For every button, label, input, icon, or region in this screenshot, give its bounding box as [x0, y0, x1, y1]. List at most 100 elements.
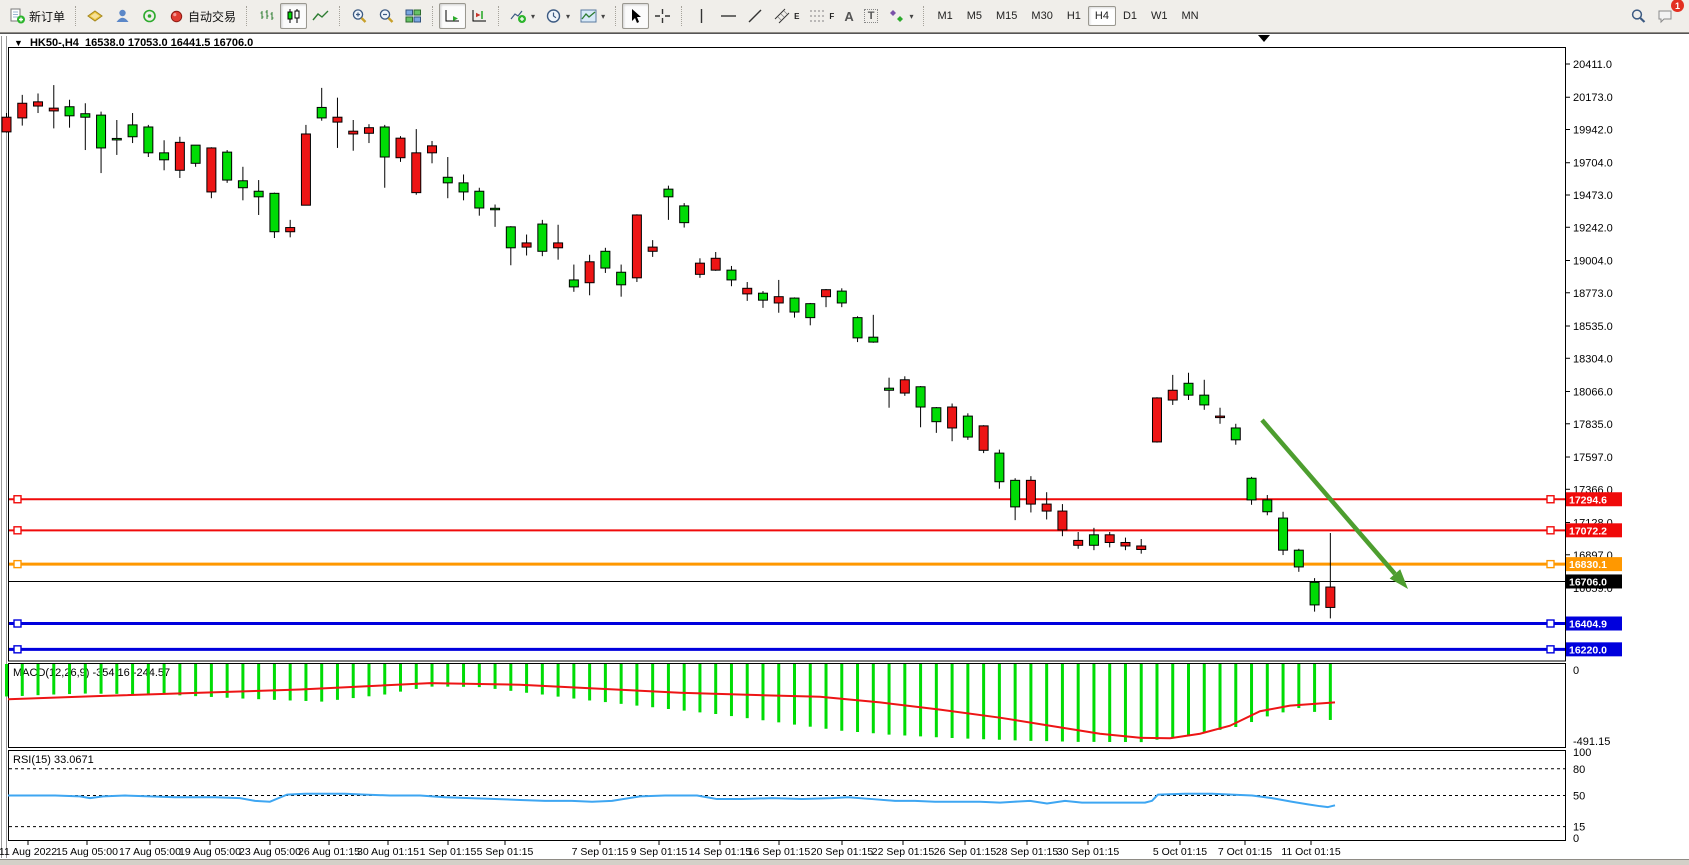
horizontal-line-tool-button[interactable] — [715, 3, 742, 29]
candle-bearish — [631, 214, 642, 279]
candle-bullish — [994, 452, 1005, 483]
candle-bullish — [190, 144, 201, 164]
candle-bullish — [96, 114, 107, 149]
candle-bearish — [1, 116, 12, 133]
line-anchor-marker[interactable] — [1546, 526, 1555, 535]
line-anchor-marker[interactable] — [1546, 495, 1555, 504]
candle-bearish — [694, 262, 705, 275]
auto-scroll-button[interactable] — [439, 3, 467, 29]
chart-shift-button[interactable] — [466, 3, 493, 29]
candle-bearish — [285, 227, 296, 233]
search-button[interactable] — [1625, 3, 1652, 29]
signals-button[interactable] — [136, 3, 163, 29]
chart-title: ▼ HK50-,H4 16538.0 17053.0 16441.5 16706… — [14, 37, 253, 49]
bar-chart-mode-button[interactable] — [253, 3, 280, 29]
toolbar-separator — [681, 6, 683, 26]
line-anchor-marker[interactable] — [13, 495, 22, 504]
indicators-button[interactable]: ▾ — [505, 3, 540, 29]
line-anchor-marker[interactable] — [1546, 559, 1555, 569]
line-anchor-marker[interactable] — [13, 619, 22, 628]
chart-shift-marker[interactable] — [1258, 35, 1270, 42]
candle-bearish — [427, 145, 438, 154]
macd-panel-frame — [8, 663, 1566, 748]
tab-timeframe-d1[interactable]: D1 — [1122, 10, 1138, 22]
text-label-tool-button[interactable]: T — [859, 3, 884, 29]
chart-ohlc-readout: 16538.0 17053.0 16441.5 16706.0 — [85, 37, 254, 49]
new-order-button[interactable]: 新订单 — [4, 3, 70, 29]
tile-windows-button[interactable] — [400, 3, 427, 29]
toolbar-separator — [498, 6, 500, 26]
time-axis-label: 15 Aug 05:00 — [56, 846, 118, 858]
trendline-tool-button[interactable] — [742, 3, 769, 29]
price-tag — [1566, 642, 1622, 657]
line-anchor-marker[interactable] — [13, 645, 22, 654]
fibonacci-tool-button[interactable]: F — [804, 3, 839, 29]
tab-timeframe-m30[interactable]: M30 — [1031, 10, 1053, 22]
templates-button[interactable]: ▾ — [575, 3, 610, 29]
candle-bullish — [852, 317, 863, 339]
candle-bullish — [237, 180, 248, 189]
channel-icon — [774, 8, 790, 24]
tab-timeframe-mn[interactable]: MN — [1181, 10, 1199, 22]
clock-icon — [546, 9, 561, 23]
tab-timeframe-m5[interactable]: M5 — [966, 10, 983, 22]
tab-timeframe-m15[interactable]: M15 — [996, 10, 1018, 22]
candle-bullish — [679, 205, 690, 224]
price-tag-label: 16220.0 — [1569, 644, 1607, 656]
channel-glyph: E — [794, 11, 800, 21]
profiles-button[interactable] — [82, 3, 109, 29]
candle-bearish — [1325, 586, 1336, 608]
candle-bearish — [1041, 503, 1052, 512]
periods-button[interactable]: ▾ — [540, 3, 575, 29]
candle-bullish — [805, 303, 816, 319]
crosshair-tool-button[interactable] — [649, 3, 676, 29]
arrows-tool-button[interactable]: ▾ — [883, 3, 918, 29]
zoom-in-button[interactable] — [346, 3, 373, 29]
equidistant-channel-tool-button[interactable]: E — [769, 3, 804, 29]
candle-bullish — [490, 207, 501, 211]
candle-bullish — [1230, 427, 1241, 441]
zoom-out-button[interactable] — [373, 3, 400, 29]
price-axis-tick-label: 17835.0 — [1573, 419, 1613, 431]
candle-bearish — [48, 107, 59, 112]
trend-arrow-head[interactable] — [1389, 569, 1408, 589]
candle-bullish — [884, 387, 895, 391]
text-tool-button[interactable]: A — [839, 3, 858, 29]
price-tag-label: 17072.2 — [1569, 525, 1607, 537]
candle-bearish — [584, 261, 595, 284]
chart-window: ▼ HK50-,H4 16538.0 17053.0 16441.5 16706… — [0, 33, 1689, 865]
time-axis-label: 26 Aug 01:15 — [298, 846, 360, 858]
candle-bullish — [726, 269, 737, 281]
price-axis-tick-label: 17597.0 — [1573, 452, 1613, 464]
price-axis-tick-label: 19473.0 — [1573, 190, 1613, 202]
collapse-triangle-icon[interactable]: ▼ — [14, 38, 23, 48]
trend-arrow-object[interactable] — [1260, 418, 1397, 576]
cursor-tool-button[interactable] — [622, 3, 650, 29]
line-anchor-marker[interactable] — [13, 559, 22, 569]
candle-bearish — [553, 242, 564, 249]
candle-bullish — [458, 182, 469, 193]
line-chart-mode-button[interactable] — [307, 3, 334, 29]
candle-bearish — [521, 242, 532, 248]
notifications-button[interactable]: 1 — [1652, 0, 1684, 29]
autotrading-button[interactable]: 自动交易 — [163, 3, 241, 29]
line-anchor-marker[interactable] — [1546, 645, 1555, 654]
text-label-icon: T — [863, 9, 879, 23]
tab-timeframe-w1[interactable]: W1 — [1151, 10, 1168, 22]
community-button[interactable] — [109, 3, 136, 29]
vertical-line-icon — [700, 9, 703, 23]
vertical-line-tool-button[interactable] — [688, 3, 715, 29]
candle-bearish — [411, 152, 422, 194]
price-tag-label: 17294.6 — [1569, 494, 1607, 506]
price-tag — [1566, 557, 1622, 572]
toolbar-separator — [75, 6, 77, 26]
tab-timeframe-h1[interactable]: H1 — [1066, 10, 1081, 22]
tab-timeframe-h4[interactable]: H4 — [1087, 6, 1116, 26]
candlestick-mode-button[interactable] — [280, 3, 308, 29]
candle-bullish — [1262, 499, 1273, 513]
line-anchor-marker[interactable] — [1546, 619, 1555, 628]
line-anchor-marker[interactable] — [13, 526, 22, 535]
tab-timeframe-m1[interactable]: M1 — [937, 10, 953, 22]
